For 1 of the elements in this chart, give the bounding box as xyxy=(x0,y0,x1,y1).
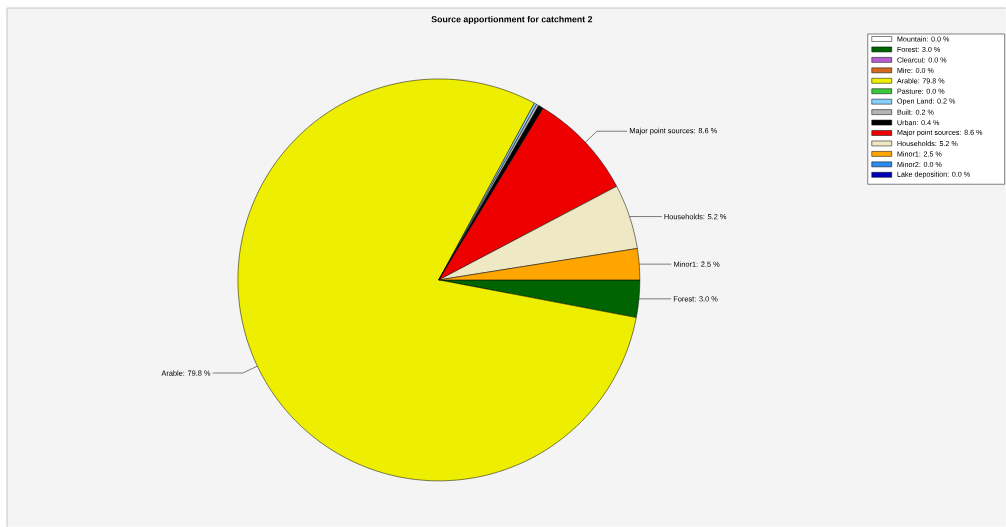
chart-title: Source apportionment for catchment 2 xyxy=(431,15,593,24)
